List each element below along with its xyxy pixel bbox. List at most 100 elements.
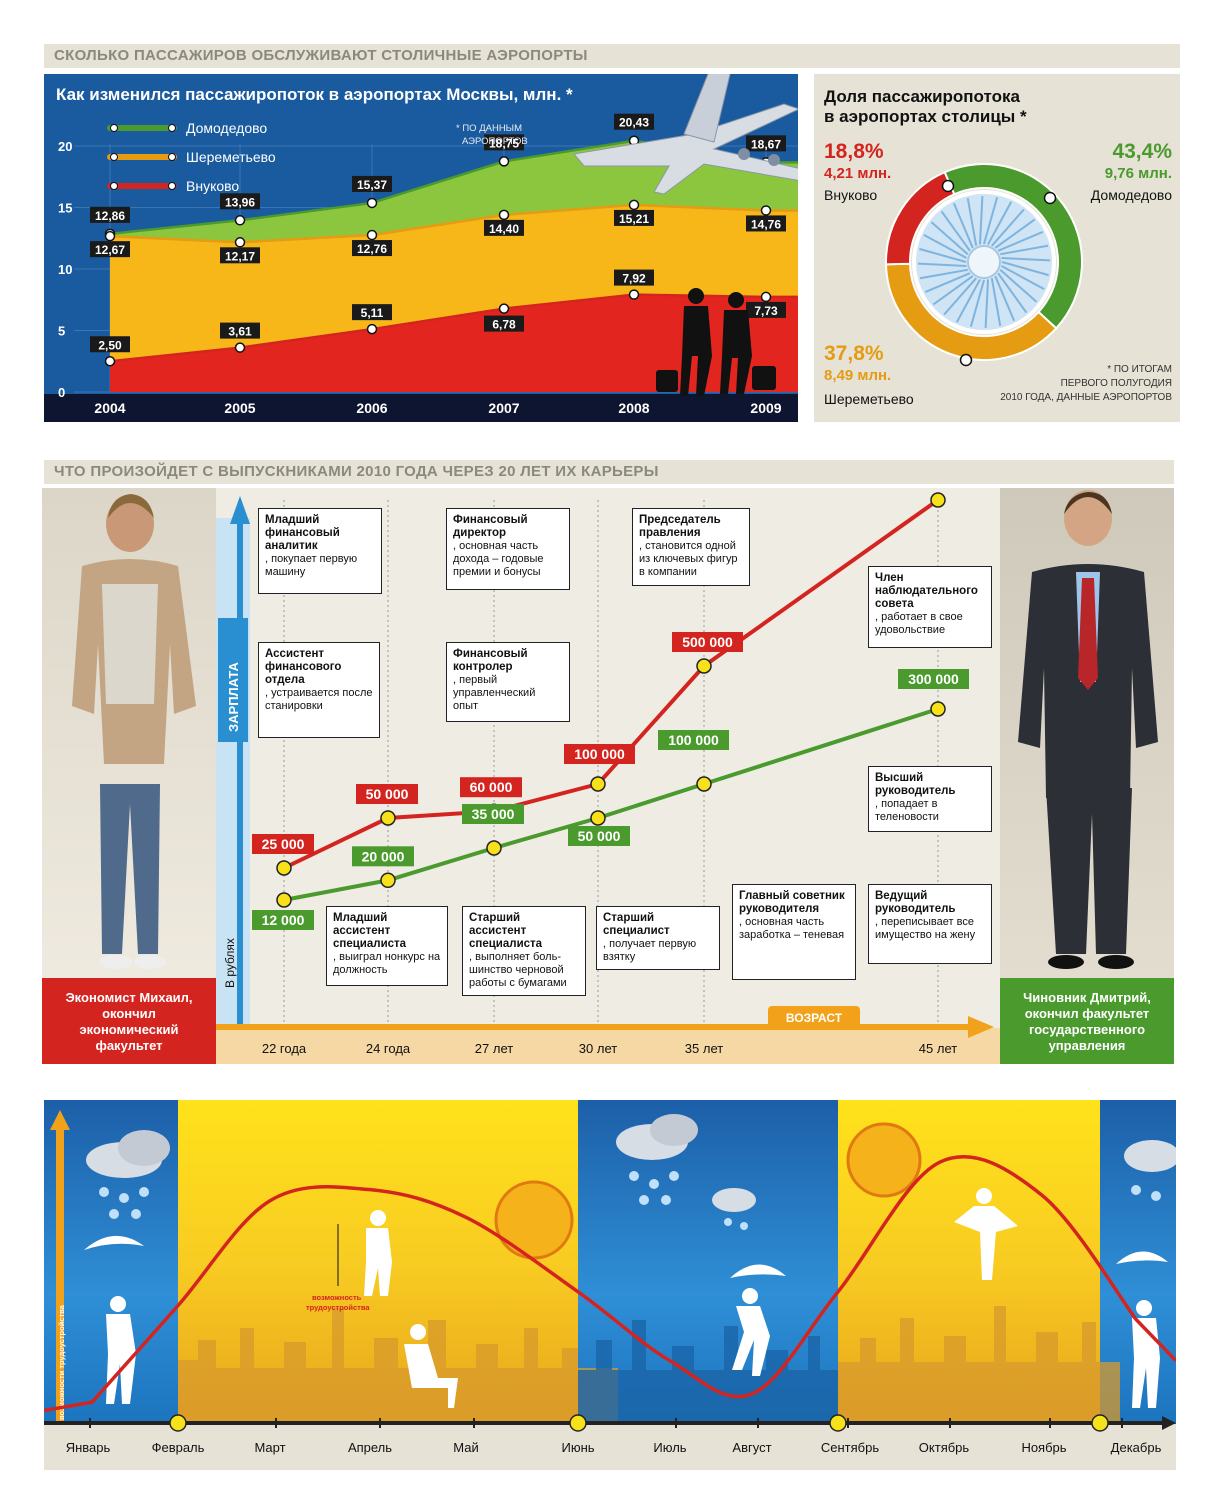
value-label-text: 7,73 [754, 304, 778, 318]
turbine-blade [1001, 261, 1049, 277]
travelers-silhouette [656, 288, 776, 396]
salary-label-Экономист Михаил-30 лет: 100 000 [564, 744, 635, 764]
salary-label-bg [252, 910, 314, 930]
legend-label-Домодедово: Домодедово [186, 120, 267, 136]
data-point-Домодедово-2005 [234, 215, 246, 226]
value-label-bg [746, 135, 786, 152]
data-point-Шереметьево-2007 [498, 209, 510, 221]
month-label-Июль: Июль [653, 1440, 686, 1455]
value-label-Внуково-2005: 3,61 [220, 322, 260, 339]
turbine-blade [997, 272, 1028, 314]
value-label-text: 12,86 [95, 209, 125, 223]
career-box-official-3: Главный советник руководителя, основная … [732, 884, 856, 980]
value-label-bg [90, 241, 130, 258]
salary-label-Чиновник Дмитрий-27 лет: 35 000 [462, 804, 524, 824]
career-box-economist-1: Младший финансовый аналитик, покупает пе… [258, 508, 382, 594]
value-label-bg [220, 193, 260, 210]
job-opportunity-curve [44, 1155, 1176, 1413]
value-label-Шереметьево-2004: 12,67 [90, 241, 130, 258]
salary-label-Чиновник Дмитрий-24 года: 20 000 [352, 846, 414, 867]
turbine-blade [966, 197, 978, 246]
month-label-Октябрь: Октябрь [919, 1440, 970, 1455]
data-point-Внуково-2007 [498, 303, 510, 314]
turbine-blade [969, 279, 985, 327]
section2-title: ЧТО ПРОИЗОЙДЕТ С ВЫПУСКНИКАМИ 2010 ГОДА … [44, 460, 1174, 484]
data-point-Внуково-2004 [104, 356, 116, 367]
value-label-bg [90, 336, 130, 353]
value-label-bg [220, 322, 260, 339]
left-caption-line3: экономический [79, 1022, 179, 1037]
salary-label-text: 100 000 [574, 746, 625, 762]
job-axis-arrowhead [50, 1110, 70, 1130]
career-box-economist-2-text: , первый управленческий опыт [453, 674, 536, 712]
data-point-Внуково-2005 [234, 342, 246, 353]
salary-label-text: 12 000 [262, 912, 305, 928]
share-title-line1: Доля пассажиропотока [824, 87, 1021, 106]
turbine-blade [991, 208, 1025, 247]
value-label-text: 14,76 [751, 217, 781, 231]
salary-axis-arrowhead [230, 496, 250, 524]
legend-dot [110, 124, 118, 132]
value-label-bg [614, 113, 654, 130]
salary-line-Чиновник Дмитрий [283, 707, 939, 902]
salary-label-text: 100 000 [668, 732, 719, 748]
value-label-bg [220, 247, 260, 264]
value-label-text: 18,75 [489, 136, 519, 150]
data-point-Шереметьево-2009 [760, 205, 772, 216]
data-point-Шереметьево-2004 [104, 230, 116, 242]
career-box-economist-3: Финансовый директор, основная часть дохо… [446, 508, 570, 590]
salary-point-Чиновник Дмитрий-30 лет [590, 810, 606, 826]
turbine-blade [994, 275, 1015, 322]
age-label-35 лет: 35 лет [685, 1041, 723, 1056]
salary-label-Экономист Михаил-35 лет: 500 000 [672, 632, 743, 652]
mikhail-figure [72, 494, 196, 969]
left-caption-line1: Экономист Михаил, [65, 990, 193, 1005]
value-label-bg [746, 301, 786, 318]
value-label-bg [746, 215, 786, 232]
value-label-Внуково-2006: 5,11 [352, 304, 392, 321]
salary-label-text: 50 000 [578, 828, 621, 844]
rain-cloud-icon [86, 1114, 1176, 1212]
value-label-bg [614, 269, 654, 286]
month-label-Февраль: Февраль [152, 1440, 205, 1455]
salary-point-Экономист Михаил-24 года [380, 810, 396, 826]
salary-label-Экономист Михаил-24 года: 50 000 [356, 784, 418, 804]
value-label-Внуково-2008: 7,92 [614, 269, 654, 286]
salary-label-text: 35 000 [472, 806, 515, 822]
salary-label-bg [672, 632, 743, 652]
career-box-official-5: Высший руководитель, попадает в теленово… [868, 766, 992, 832]
age-label-box [768, 1006, 860, 1028]
age-axis-line [216, 1024, 976, 1030]
value-label-text: 2,50 [98, 338, 122, 352]
salary-label-bg [898, 669, 969, 689]
legend-dot [168, 182, 176, 190]
turbine-blade [919, 247, 967, 263]
month-band [44, 1424, 1176, 1470]
donut-callout-dot [959, 353, 973, 367]
turbine-blade [955, 279, 981, 323]
salary-label-Экономист Михаил-22 года: 25 000 [252, 834, 314, 854]
career-box-official-1-text: , выполняет боль- шинство черновой работ… [469, 951, 567, 989]
value-label-Шереметьево-2005: 12,17 [220, 247, 260, 264]
turbine-hub [967, 245, 1001, 279]
value-label-text: 15,37 [357, 178, 387, 192]
right-caption-line1: Чиновник Дмитрий, [1023, 990, 1151, 1005]
salary-point-Чиновник Дмитрий-27 лет [486, 840, 502, 856]
data-point-Шереметьево-2008 [628, 199, 640, 211]
turbine-blade [1000, 244, 1049, 256]
turbine-blade [919, 268, 968, 280]
data-point-Шереметьево-2005 [234, 237, 246, 248]
vnukovo-percent: 18,8% [824, 140, 884, 163]
turbine-blade [917, 262, 967, 268]
turbine-blade [990, 278, 1002, 327]
career-box-economist-3-title: Финансовый директор [453, 514, 528, 539]
turbine-blade [940, 210, 971, 252]
sheremetyevo-percent: 37,8% [824, 342, 884, 365]
sheremetyevo-mln: 8,49 млн. [824, 367, 891, 384]
value-label-Домодедово-2007: 18,75 [484, 134, 524, 151]
career-box-economist-2-title: Финансовый контролер [453, 648, 528, 673]
career-box-official-5-title: Высший руководитель [875, 772, 956, 797]
career-box-economist-2: Финансовый контролер, первый управленчес… [446, 642, 570, 722]
value-label-bg [484, 219, 524, 236]
left-person-caption: Экономист Михаил, окончил экономический … [42, 978, 216, 1064]
